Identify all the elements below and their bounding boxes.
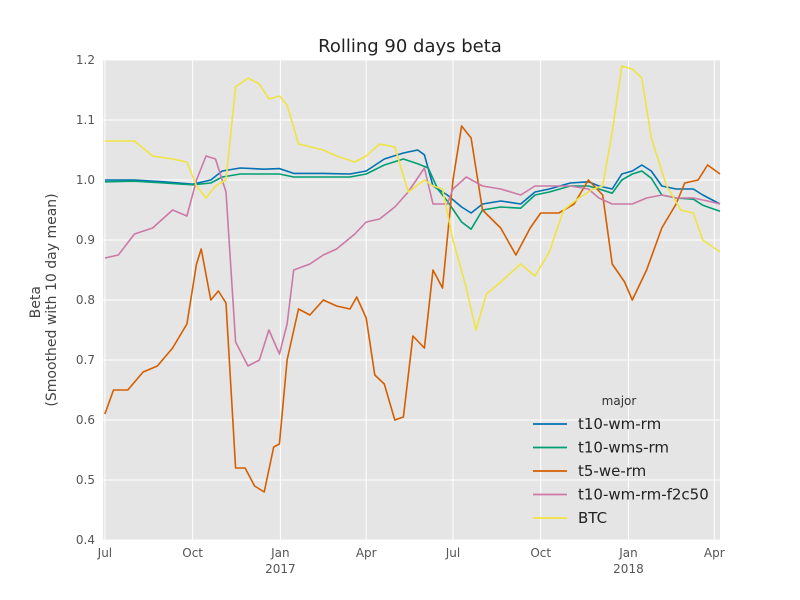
x-tick-label: Apr — [704, 546, 725, 560]
legend: major t10-wm-rm t10-wms-rm t5-we-rm t10-wm-… — [533, 394, 709, 527]
x-tick-label: Jan — [270, 546, 290, 560]
y-tick-label: 0.5 — [76, 473, 95, 487]
y-tick-label: 1.2 — [76, 53, 95, 67]
legend-label: BTC — [578, 509, 607, 527]
series-line-t10-wm-rm — [104, 149, 721, 214]
chart-title: Rolling 90 days beta — [318, 36, 502, 57]
legend-label: t10-wm-rm-f2c50 — [578, 486, 709, 504]
x-tick-label: Jul — [97, 546, 112, 560]
x-tick-year-label: 2018 — [613, 562, 644, 576]
x-tick-label: Apr — [356, 546, 377, 560]
x-tick-label: Oct — [182, 546, 203, 560]
y-axis-label-line-1: Beta — [28, 286, 44, 318]
x-tick-year-label: 2017 — [265, 562, 296, 576]
y-axis-label: Beta (Smoothed with 10 day mean) — [28, 193, 60, 406]
legend-title: major — [602, 394, 637, 408]
y-axis-label-line-2: (Smoothed with 10 day mean) — [44, 193, 60, 406]
series-line-t5-we-rm — [104, 125, 721, 493]
x-tick-label: Jul — [445, 546, 460, 560]
series-line-BTC — [104, 65, 721, 331]
series-line-t10-wms-rm — [104, 158, 721, 230]
y-tick-label: 1.0 — [76, 173, 95, 187]
y-tick-label: 0.6 — [76, 413, 95, 427]
y-tick-label: 0.7 — [76, 353, 95, 367]
y-tick-label: 0.8 — [76, 293, 95, 307]
x-tick-label: Oct — [530, 546, 551, 560]
y-tick-label: 0.9 — [76, 233, 95, 247]
series-lines — [104, 65, 721, 493]
legend-label: t10-wms-rm — [578, 439, 669, 457]
legend-label: t10-wm-rm — [578, 415, 661, 433]
y-axis-ticks: 0.4 0.5 0.6 0.7 0.8 0.9 1.0 1.1 1.2 — [76, 53, 95, 547]
x-axis-ticks: Jul Oct Jan 2017 Apr Jul Oct Jan 2018 Apr — [97, 546, 725, 576]
y-tick-label: 1.1 — [76, 113, 95, 127]
grid-lines — [103, 59, 720, 541]
series-line-t10-wm-rm-f2c50 — [104, 155, 721, 367]
y-tick-label: 0.4 — [76, 533, 95, 547]
x-tick-label: Jan — [618, 546, 638, 560]
legend-label: t5-we-rm — [578, 462, 646, 480]
